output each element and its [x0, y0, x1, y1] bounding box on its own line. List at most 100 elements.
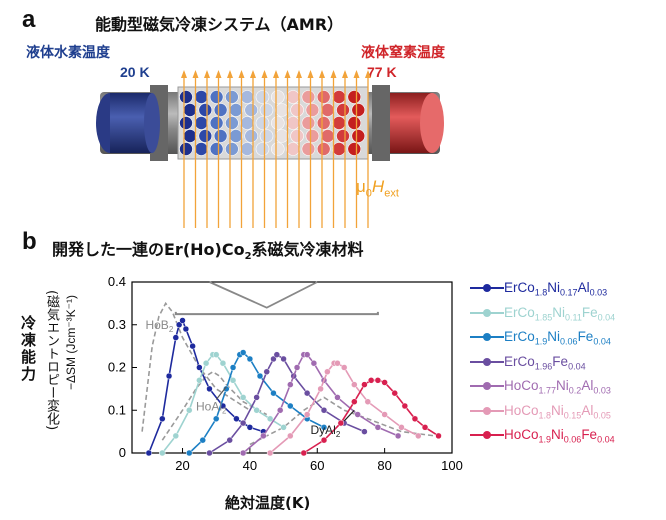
- data-point: [293, 364, 301, 371]
- data-point: [273, 351, 281, 358]
- materials-bracket: [174, 311, 379, 316]
- legend-item: ErCo1.85Ni0.11Fe0.04: [470, 305, 615, 322]
- field-arrowhead: [307, 70, 314, 78]
- bead: [255, 90, 270, 104]
- bead: [316, 142, 331, 156]
- legend-swatch: [470, 382, 504, 391]
- data-point: [256, 372, 264, 380]
- hot-side-label: 液体窒素温度: [361, 45, 445, 61]
- bead: [183, 129, 197, 143]
- bead: [301, 142, 316, 156]
- bead: [332, 142, 346, 156]
- bead: [244, 103, 258, 117]
- series-line: [148, 318, 264, 454]
- bead: [255, 142, 270, 156]
- field-arrowhead: [238, 70, 245, 78]
- data-point: [361, 428, 368, 435]
- field-arrowhead: [296, 70, 302, 78]
- field-arrowhead: [365, 70, 371, 78]
- bead: [179, 90, 193, 104]
- bead: [290, 129, 304, 143]
- field-arrowhead: [227, 70, 233, 78]
- annotation-arrow: [215, 386, 227, 400]
- data-point: [320, 436, 328, 444]
- legend-label: ErCo1.8Ni0.17Al0.03: [504, 280, 608, 298]
- bead: [270, 90, 285, 104]
- field-arrowhead: [204, 70, 210, 78]
- ylabel-line2: (磁気エントロピー変化): [44, 290, 59, 431]
- annotation-arrow: [343, 409, 355, 422]
- bead: [301, 116, 316, 130]
- legend-swatch: [470, 406, 504, 415]
- data-point: [280, 355, 287, 363]
- bead: [244, 129, 258, 143]
- magnetocaloric-beads: [179, 90, 366, 156]
- annotation-DyAl2: DyAl2: [311, 423, 341, 439]
- bead: [255, 116, 270, 130]
- legend-label: ErCo1.96Fe0.04: [504, 353, 586, 372]
- legend-swatch: [470, 357, 504, 366]
- data-point: [320, 424, 328, 431]
- field-arrowhead: [319, 70, 325, 78]
- data-point: [186, 407, 193, 414]
- data-point: [223, 385, 230, 393]
- data-point: [159, 415, 166, 423]
- bead: [194, 116, 209, 130]
- cold-side-label: 液体水素温度: [26, 45, 110, 61]
- bead: [336, 103, 350, 117]
- legend-item: ErCo1.9Ni0.06Fe0.04: [470, 329, 611, 347]
- data-point: [351, 398, 358, 405]
- data-point: [246, 355, 254, 363]
- data-point: [317, 385, 324, 393]
- bead: [198, 129, 213, 143]
- data-point: [374, 377, 382, 384]
- bead: [209, 116, 224, 130]
- data-point: [367, 377, 375, 384]
- data-point: [280, 424, 287, 431]
- hot-side-temp: 77 K: [367, 64, 397, 80]
- field-arrowhead: [273, 70, 279, 78]
- data-point: [212, 351, 220, 358]
- data-point: [206, 385, 213, 393]
- bead: [305, 129, 320, 143]
- legend-item: ErCo1.96Fe0.04: [470, 353, 586, 372]
- ylabel-line3: −ΔSM (Jcm⁻³K⁻¹): [64, 295, 78, 391]
- data-point: [145, 449, 153, 457]
- field-arrowhead: [353, 70, 360, 78]
- bead: [179, 116, 193, 130]
- bead: [286, 116, 300, 130]
- data-point: [219, 359, 227, 367]
- y-tick-label: 0.3: [108, 317, 126, 332]
- data-point: [303, 389, 311, 397]
- data-point: [303, 411, 311, 418]
- data-point: [324, 368, 331, 376]
- data-point: [233, 415, 240, 423]
- legend-label: HoCo1.77Ni0.2Al0.03: [504, 378, 611, 396]
- data-point: [229, 377, 237, 384]
- legend-item: HoCo1.9Ni0.06Fe0.04: [470, 427, 615, 445]
- data-point: [334, 394, 341, 401]
- amr-device-illustration: [96, 70, 444, 228]
- data-point: [381, 379, 388, 386]
- data-point: [270, 355, 277, 363]
- x-tick-label: 20: [175, 458, 189, 473]
- field-arrowhead: [192, 70, 199, 78]
- data-point: [266, 415, 274, 423]
- y-tick-label: 0.1: [108, 402, 126, 417]
- bead: [259, 129, 274, 143]
- bead: [209, 142, 224, 156]
- bead: [270, 142, 285, 156]
- bead: [332, 90, 346, 104]
- data-point: [270, 389, 277, 397]
- y-axis-label: 冷凍能力 (磁気エントロピー変化) −ΔSM (Jcm⁻³K⁻¹): [18, 290, 98, 435]
- bead: [179, 142, 193, 156]
- y-tick-label: 0: [119, 445, 126, 460]
- y-tick-label: 0.4: [108, 274, 126, 289]
- reference-curve-DyAl2: [249, 396, 436, 446]
- bead: [240, 90, 254, 104]
- field-arrowhead: [330, 70, 337, 78]
- panel-b-title: 開発した一連のEr(Ho)Co2系磁気冷凍材料: [52, 240, 364, 263]
- bead: [332, 116, 346, 130]
- data-point: [276, 407, 284, 414]
- bead: [270, 116, 285, 130]
